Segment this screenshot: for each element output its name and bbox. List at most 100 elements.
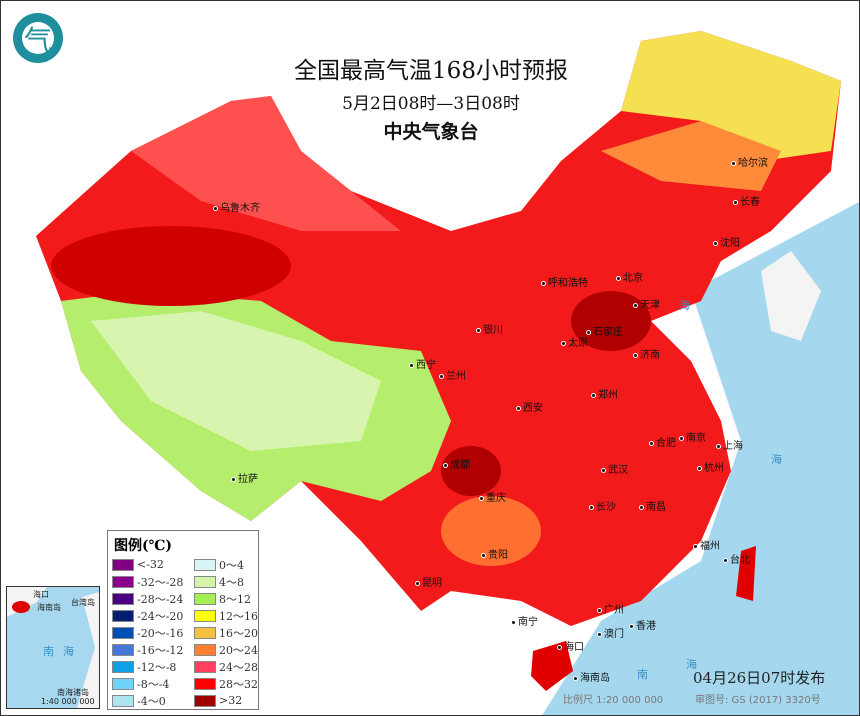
legend-label: -28～-24	[137, 592, 184, 606]
city-label: 北京	[616, 269, 643, 284]
legend-item: <-32	[112, 557, 194, 572]
city-label: 福州	[693, 537, 720, 552]
legend-swatch	[112, 609, 134, 622]
legend-title: 图例(℃)	[114, 538, 173, 554]
legend-label: -16～-12	[137, 643, 184, 657]
legend-swatch	[194, 677, 216, 690]
southwest-warm-zone	[441, 496, 541, 566]
legend-label: -20～-16	[137, 626, 184, 640]
city-label: 太原	[561, 334, 588, 349]
city-label: 拉萨	[231, 470, 258, 485]
legend-label: 28～32	[219, 677, 258, 691]
northeast-warm-zone	[601, 121, 781, 191]
legend-item: 20～24	[194, 642, 260, 657]
city-label: 南宁	[511, 613, 538, 628]
legend-label: >32	[219, 694, 243, 707]
city-label: 济南	[633, 346, 660, 361]
legend-swatch	[112, 694, 134, 707]
legend-swatch	[194, 660, 216, 673]
legend-label: 24～28	[219, 660, 258, 674]
city-label: 天津	[633, 296, 660, 311]
legend-item: >32	[194, 693, 260, 708]
inset-label: 南海诸岛	[57, 688, 89, 697]
legend-swatch	[194, 694, 216, 707]
city-label: 呼和浩特	[541, 274, 588, 289]
city-label: 海南岛	[573, 669, 610, 684]
legend-swatch	[112, 643, 134, 656]
legend-item: 12～16	[194, 608, 260, 623]
northwest-warm-zone	[131, 96, 401, 231]
legend-item: -4～0	[112, 693, 194, 708]
tarim-hot-zone	[51, 226, 291, 306]
sea-label: 海	[771, 453, 782, 466]
city-label: 石家庄	[586, 323, 623, 338]
legend-swatch	[112, 626, 134, 639]
city-label: 兰州	[439, 367, 466, 382]
legend-item: 8～12	[194, 591, 260, 606]
legend-item: 24～28	[194, 659, 260, 674]
legend-item: -20～-16	[112, 625, 194, 640]
legend-item: -28～-24	[112, 591, 194, 606]
city-label: 海口	[557, 638, 584, 653]
city-label: 长春	[733, 193, 760, 208]
city-label: 香港	[629, 617, 656, 632]
inset-label: 南	[43, 645, 54, 658]
map-subtitle: 5月2日08时—3日08时	[342, 94, 520, 114]
city-label: 贵阳	[481, 546, 508, 561]
cma-logo: 气	[13, 13, 63, 63]
city-label: 哈尔滨	[731, 154, 768, 169]
legend-swatch	[194, 626, 216, 639]
legend-label: 16～20	[219, 626, 258, 640]
northeast-zone	[621, 31, 841, 161]
city-label: 武汉	[601, 461, 628, 476]
sea-label: 海	[679, 299, 690, 312]
legend-label: <-32	[137, 558, 164, 571]
watermark: @中国天气	[431, 690, 512, 709]
legend-item: 0～4	[194, 557, 260, 572]
legend-swatch	[194, 592, 216, 605]
city-label: 银川	[476, 321, 503, 336]
city-label: 南昌	[639, 498, 666, 513]
legend-label: -8～-4	[137, 677, 170, 691]
city-label: 南京	[679, 429, 706, 444]
map-title: 全国最高气温168小时预报	[294, 58, 568, 84]
legend-item: -12～-8	[112, 659, 194, 674]
legend-label: 4～8	[219, 575, 244, 589]
legend-label: 8～12	[219, 592, 251, 606]
legend-swatch	[112, 660, 134, 673]
legend-label: -4～0	[137, 694, 166, 708]
city-label: 昆明	[415, 574, 442, 589]
city-label: 乌鲁木齐	[213, 199, 260, 214]
inset-label: 海南岛	[37, 603, 61, 612]
legend-label: -12～-8	[137, 660, 177, 674]
city-label: 台北	[723, 551, 750, 566]
legend-swatch	[112, 677, 134, 690]
inset-label: 台湾岛	[71, 598, 95, 607]
sea-label: 南	[637, 668, 648, 681]
map-scale: 比例尺 1:20 000 000	[563, 695, 664, 706]
hainan-island	[531, 641, 573, 691]
legend-swatch	[112, 575, 134, 588]
legend-item: 28～32	[194, 676, 260, 691]
city-label: 郑州	[591, 386, 618, 401]
sea-label: 海	[686, 658, 697, 671]
legend: 图例(℃) <-32 0～4 -32～-28 4～8 -28～-24 8～12 -24～-2…	[107, 530, 259, 710]
legend-item: -8～-4	[112, 676, 194, 691]
city-label: 澳门	[597, 625, 624, 640]
legend-item: 16～20	[194, 625, 260, 640]
south-china-sea-inset: 海口 海南岛 台湾岛 南 海 南海诸岛 1:40 000 000	[6, 586, 100, 709]
inset-label: 1:40 000 000	[41, 697, 95, 706]
legend-swatch	[194, 643, 216, 656]
city-label: 西宁	[409, 356, 436, 371]
legend-label: 20～24	[219, 643, 258, 657]
city-label: 重庆	[479, 489, 506, 504]
plateau-cool-zone	[91, 311, 381, 451]
legend-swatch	[194, 558, 216, 571]
map-approval-number: 审图号: GS (2017) 3320号	[695, 695, 821, 706]
city-label: 广州	[597, 601, 624, 616]
city-label: 长沙	[589, 498, 616, 513]
legend-swatch	[112, 592, 134, 605]
legend-label: 12～16	[219, 609, 258, 623]
city-label: 西安	[516, 399, 543, 414]
